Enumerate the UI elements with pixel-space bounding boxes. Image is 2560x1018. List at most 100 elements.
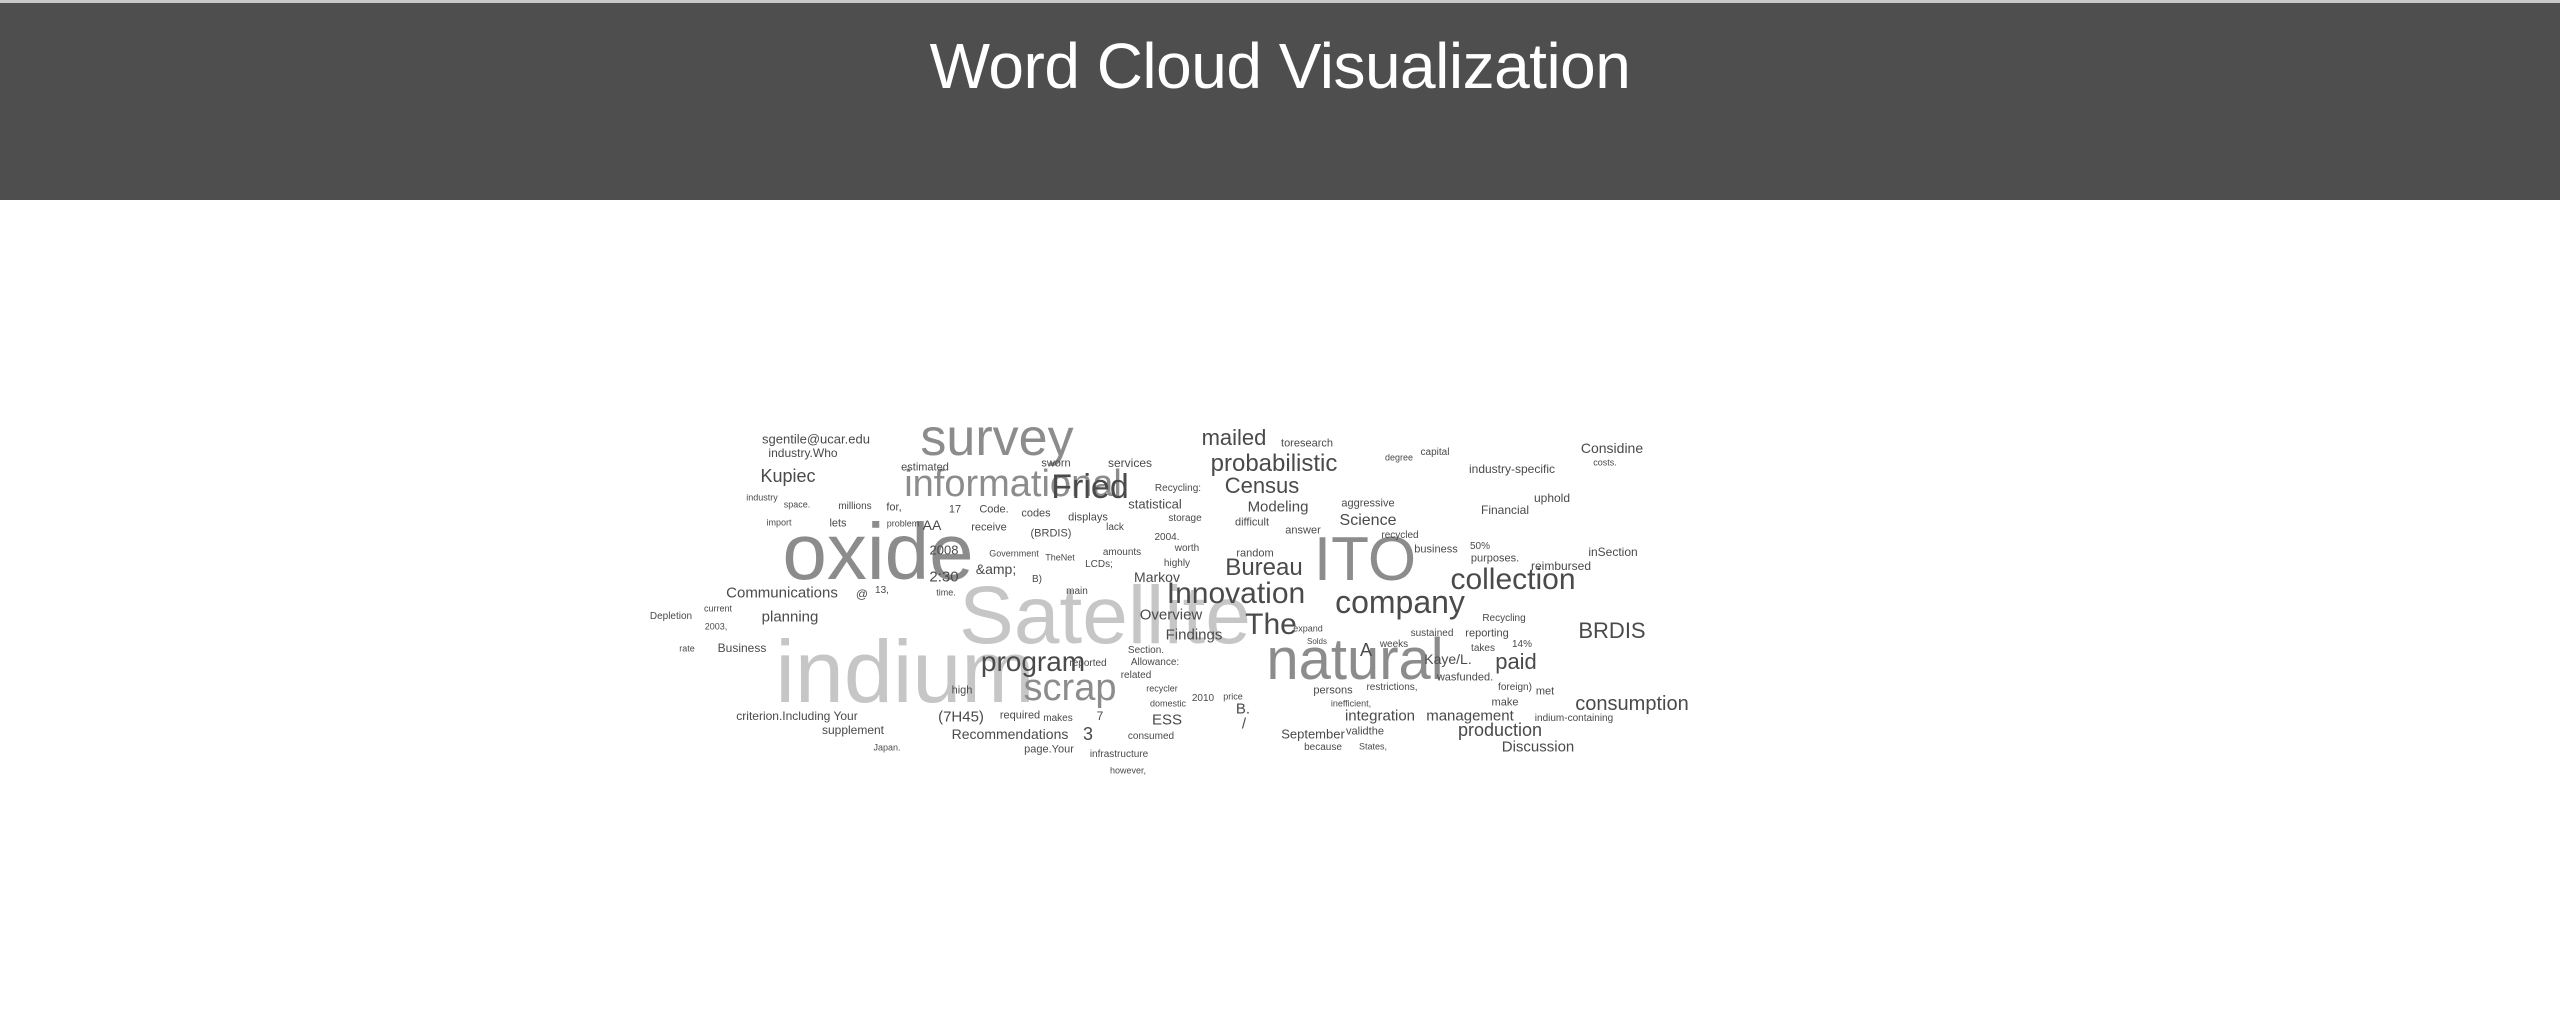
cloud-word: sgentile@ucar.edu xyxy=(762,431,870,447)
cloud-word: industry-specific xyxy=(1468,462,1556,476)
cloud-word: restrictions, xyxy=(1366,682,1418,693)
cloud-word: Kaye/L. xyxy=(1424,651,1472,667)
cloud-word: production xyxy=(1457,720,1543,740)
cloud-word: September xyxy=(1281,726,1345,742)
cloud-word: ESS xyxy=(1151,711,1183,729)
cloud-word: criterion.Including Your xyxy=(736,709,858,723)
cloud-word: Business xyxy=(717,641,767,655)
cloud-word: indium xyxy=(775,622,1035,721)
cloud-word: 2004. xyxy=(1154,532,1180,543)
cloud-word: validthe xyxy=(1346,725,1384,738)
cloud-word: B) xyxy=(1032,574,1042,585)
cloud-word: Overview xyxy=(1139,606,1203,624)
cloud-word: management xyxy=(1426,707,1514,725)
cloud-word: integration xyxy=(1344,707,1416,725)
cloud-word: foreign) xyxy=(1498,682,1532,693)
cloud-word: sustained xyxy=(1410,628,1454,639)
cloud-word: high xyxy=(951,684,973,697)
cloud-word: paid xyxy=(1495,649,1537,674)
cloud-word: displays xyxy=(1068,511,1108,524)
cloud-word: random xyxy=(1236,547,1274,560)
cloud-word: Government xyxy=(989,548,1039,559)
cloud-word: required xyxy=(999,709,1041,722)
cloud-word: worth xyxy=(1174,543,1200,554)
cloud-word: for, xyxy=(886,501,902,514)
cloud-word: consumption xyxy=(1575,693,1689,715)
cloud-word: space. xyxy=(783,499,811,510)
cloud-word: 7 xyxy=(1096,709,1104,723)
cloud-word: industry.Who xyxy=(768,446,838,460)
cloud-word: infrastructure xyxy=(1089,749,1149,760)
cloud-word: wasfunded. xyxy=(1436,671,1494,684)
cloud-word: problem xyxy=(886,518,920,529)
cloud-word: met xyxy=(1535,685,1555,698)
cloud-word: Section. xyxy=(1127,645,1165,656)
cloud-word: current xyxy=(703,603,733,614)
cloud-word: 14% xyxy=(1511,639,1533,650)
cloud-word: persons xyxy=(1313,684,1353,697)
cloud-word: LCDs; xyxy=(1085,559,1113,570)
cloud-word: A xyxy=(1359,640,1373,660)
cloud-word: Markov xyxy=(1134,569,1180,585)
cloud-word: costs. xyxy=(1593,457,1617,468)
cloud-word: oxide xyxy=(782,507,974,596)
cloud-word: storage xyxy=(1168,513,1202,524)
cloud-word: Communications xyxy=(726,584,838,602)
cloud-word: takes xyxy=(1471,643,1495,654)
cloud-word: company xyxy=(1335,584,1465,620)
cloud-word: Innovation xyxy=(1166,577,1306,610)
cloud-word: recycler xyxy=(1146,683,1178,694)
cloud-word: aggressive xyxy=(1341,497,1395,510)
cloud-word: 17 xyxy=(948,503,962,516)
cloud-word: recycled xyxy=(1381,530,1419,541)
cloud-word: B. xyxy=(1235,700,1251,718)
cloud-word: ITO xyxy=(1313,525,1417,594)
cloud-word: make xyxy=(1491,696,1519,709)
cloud-word: Fried xyxy=(1051,468,1129,506)
cloud-word: purposes. xyxy=(1470,552,1520,565)
cloud-word: toresearch xyxy=(1281,437,1333,450)
cloud-word: Depletion xyxy=(649,611,693,622)
cloud-word: inefficient, xyxy=(1330,698,1372,709)
cloud-word: @ xyxy=(855,587,869,601)
cloud-word: Modeling xyxy=(1247,498,1309,516)
cloud-word: 2010 xyxy=(1191,693,1215,704)
cloud-word: Census xyxy=(1224,473,1300,498)
cloud-word: Allowance: xyxy=(1130,657,1180,668)
cloud-word: Recommendations xyxy=(951,726,1069,742)
cloud-word: The xyxy=(1245,608,1297,641)
cloud-word: Discussion xyxy=(1501,738,1575,756)
cloud-word: lets xyxy=(829,517,847,530)
cloud-word: probabilistic xyxy=(1210,450,1338,477)
cloud-word: weeks xyxy=(1379,639,1409,650)
cloud-word: page.Your xyxy=(1024,743,1074,756)
cloud-word: States, xyxy=(1358,741,1388,752)
cloud-word: difficult xyxy=(1234,516,1270,529)
cloud-word: scrap xyxy=(1023,667,1117,709)
cloud-word: 13, xyxy=(875,585,889,596)
cloud-word: import xyxy=(766,517,792,528)
cloud-word: makes xyxy=(1043,713,1073,724)
cloud-word: (7H45) xyxy=(938,708,984,726)
cloud-word: Recycling: xyxy=(1154,483,1202,494)
cloud-word: inSection xyxy=(1588,545,1638,559)
cloud-word: Recycling xyxy=(1482,613,1526,624)
cloud-word: Bureau xyxy=(1225,554,1303,581)
cloud-word: reimbursed xyxy=(1530,559,1592,573)
cloud-word: sworn xyxy=(1041,457,1071,470)
cloud-word: / xyxy=(1241,715,1247,733)
cloud-word: industry xyxy=(746,492,778,503)
cloud-word: BRDIS xyxy=(1578,618,1646,643)
cloud-word: degree xyxy=(1384,452,1414,463)
cloud-word: statistical xyxy=(1128,496,1182,512)
cloud-word: Findings xyxy=(1165,626,1223,644)
cloud-word: highly xyxy=(1163,558,1191,569)
cloud-word: Financial xyxy=(1480,503,1530,517)
cloud-word: uphold xyxy=(1533,491,1571,505)
cloud-word: collection xyxy=(1450,563,1576,596)
cloud-word: 2003, xyxy=(704,621,728,632)
cloud-word: Solds xyxy=(1306,637,1328,646)
page-title: Word Cloud Visualization xyxy=(929,30,1631,102)
cloud-word: reported xyxy=(1069,658,1107,669)
